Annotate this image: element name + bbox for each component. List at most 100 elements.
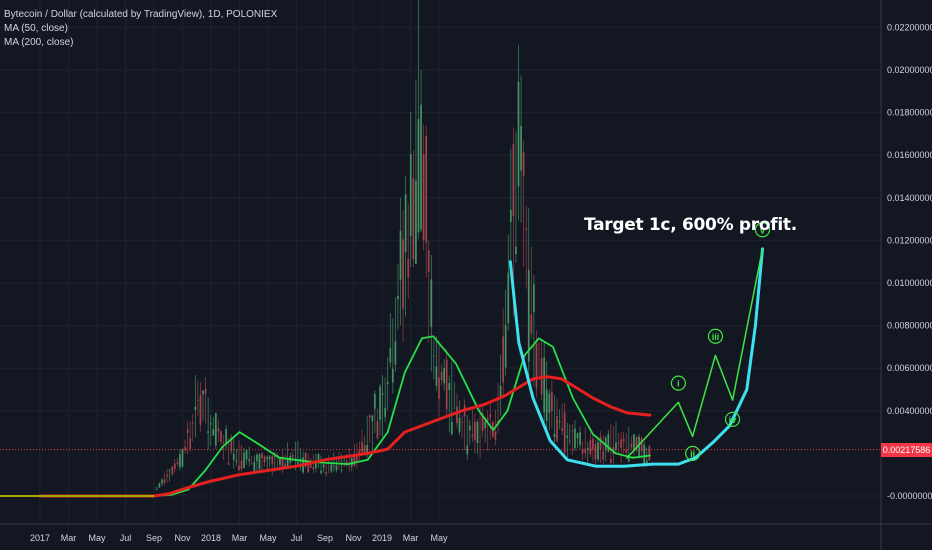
candle-body (271, 455, 274, 465)
candle-body (589, 440, 592, 455)
candle-body (530, 314, 533, 334)
candle-body (435, 366, 438, 386)
candle-body (533, 284, 535, 313)
candle-body (525, 228, 528, 231)
time-axis[interactable]: 2017 Mar May Jul Sep Nov 2018 Mar May Jul Sep Nov 20… (30, 533, 448, 543)
candle-body (397, 295, 399, 300)
candle-body (258, 454, 261, 469)
x-tick-label: May (259, 533, 277, 543)
candle-body (166, 475, 169, 477)
candle-body (509, 209, 512, 222)
y-tick-label: 0.02000000 (887, 65, 932, 75)
candle-body (158, 483, 161, 488)
candle-body (617, 442, 620, 444)
candle-body (486, 418, 489, 421)
x-tick-label: Mar (61, 533, 77, 543)
candle-body (189, 438, 192, 450)
candle-body (366, 444, 369, 455)
candle-body (163, 479, 166, 483)
wave-label-circle (670, 375, 687, 391)
candle-body (304, 453, 307, 467)
candle-body (376, 420, 379, 439)
candle-body (279, 457, 281, 465)
candle-body (466, 445, 469, 455)
candle-body (489, 414, 492, 418)
indicator-ma200[interactable]: MA (200, close) (4, 37, 74, 48)
wave-label: iii (712, 332, 720, 342)
candle-body (545, 389, 548, 421)
candle-body (594, 444, 597, 460)
candle-body (227, 463, 230, 465)
y-tick-label: 0.01800000 (887, 108, 932, 118)
x-tick-label: 2017 (30, 533, 50, 543)
ma200-line (38, 375, 652, 498)
y-tick-label: 0.02200000 (887, 22, 932, 32)
candle-body (204, 388, 207, 394)
candle-body (340, 470, 343, 472)
wave-label-circle (724, 411, 741, 427)
candle-body (458, 418, 461, 433)
candle-body (255, 454, 258, 462)
candle-body (484, 421, 487, 429)
candle-body (425, 136, 428, 243)
wave-label: v (760, 225, 765, 235)
candle-body (417, 119, 420, 233)
candle-body (604, 437, 607, 450)
candle-body (391, 368, 394, 383)
y-tick-label: 0.00800000 (887, 321, 932, 331)
candle-body (330, 464, 333, 472)
price-axis[interactable]: 0.02200000 0.02000000 0.01800000 0.01600000… (887, 22, 932, 501)
projection-curve-line (508, 247, 764, 468)
last-price-label: 0.00217586 (881, 443, 932, 457)
candle-body (599, 436, 602, 450)
candle-body (468, 425, 471, 431)
candle-body (520, 125, 522, 171)
chart-title[interactable]: Bytecoin / Dollar (calculated by Trading… (4, 9, 278, 20)
y-tick-label: 0.01600000 (887, 150, 932, 160)
wave-label-circle (707, 328, 724, 344)
candle-body (253, 461, 256, 472)
candle-body (522, 152, 525, 176)
wave-label-circle (685, 445, 701, 461)
candle-body (504, 324, 507, 368)
series-lines (0, 247, 764, 498)
candle-body (199, 394, 202, 425)
candle-body (415, 180, 417, 264)
candle-body (502, 336, 505, 383)
candle-body (615, 442, 617, 450)
candle-body (643, 444, 646, 465)
candle-body (422, 154, 425, 240)
candle-body (368, 415, 371, 418)
candle-body (648, 445, 651, 461)
candles (155, 0, 651, 491)
candle-body (471, 434, 474, 437)
wave-label-circle (754, 222, 771, 238)
candle-body (373, 394, 376, 409)
candle-body (212, 429, 215, 436)
candle-body (312, 467, 315, 470)
candle-body (263, 456, 266, 462)
candle-body (609, 458, 612, 464)
candle-body (171, 466, 174, 475)
candle-body (553, 433, 556, 437)
candle-body (527, 269, 530, 362)
candle-body (474, 421, 476, 440)
candle-body (225, 429, 228, 444)
candle-body (384, 407, 387, 417)
candle-body (399, 230, 402, 280)
candle-body (461, 421, 463, 423)
candle-body (325, 471, 328, 475)
candle-body (273, 456, 276, 457)
candle-body (220, 431, 222, 442)
indicator-ma50[interactable]: MA (50, close) (4, 23, 68, 34)
candle-body (322, 464, 325, 468)
wave-label: i (677, 379, 680, 389)
candle-body (584, 448, 587, 453)
candle-body (476, 421, 479, 443)
candle-body (443, 368, 446, 384)
candle-body (592, 438, 594, 450)
candle-body (371, 415, 374, 422)
candle-body (232, 453, 235, 460)
candle-body (291, 454, 294, 458)
